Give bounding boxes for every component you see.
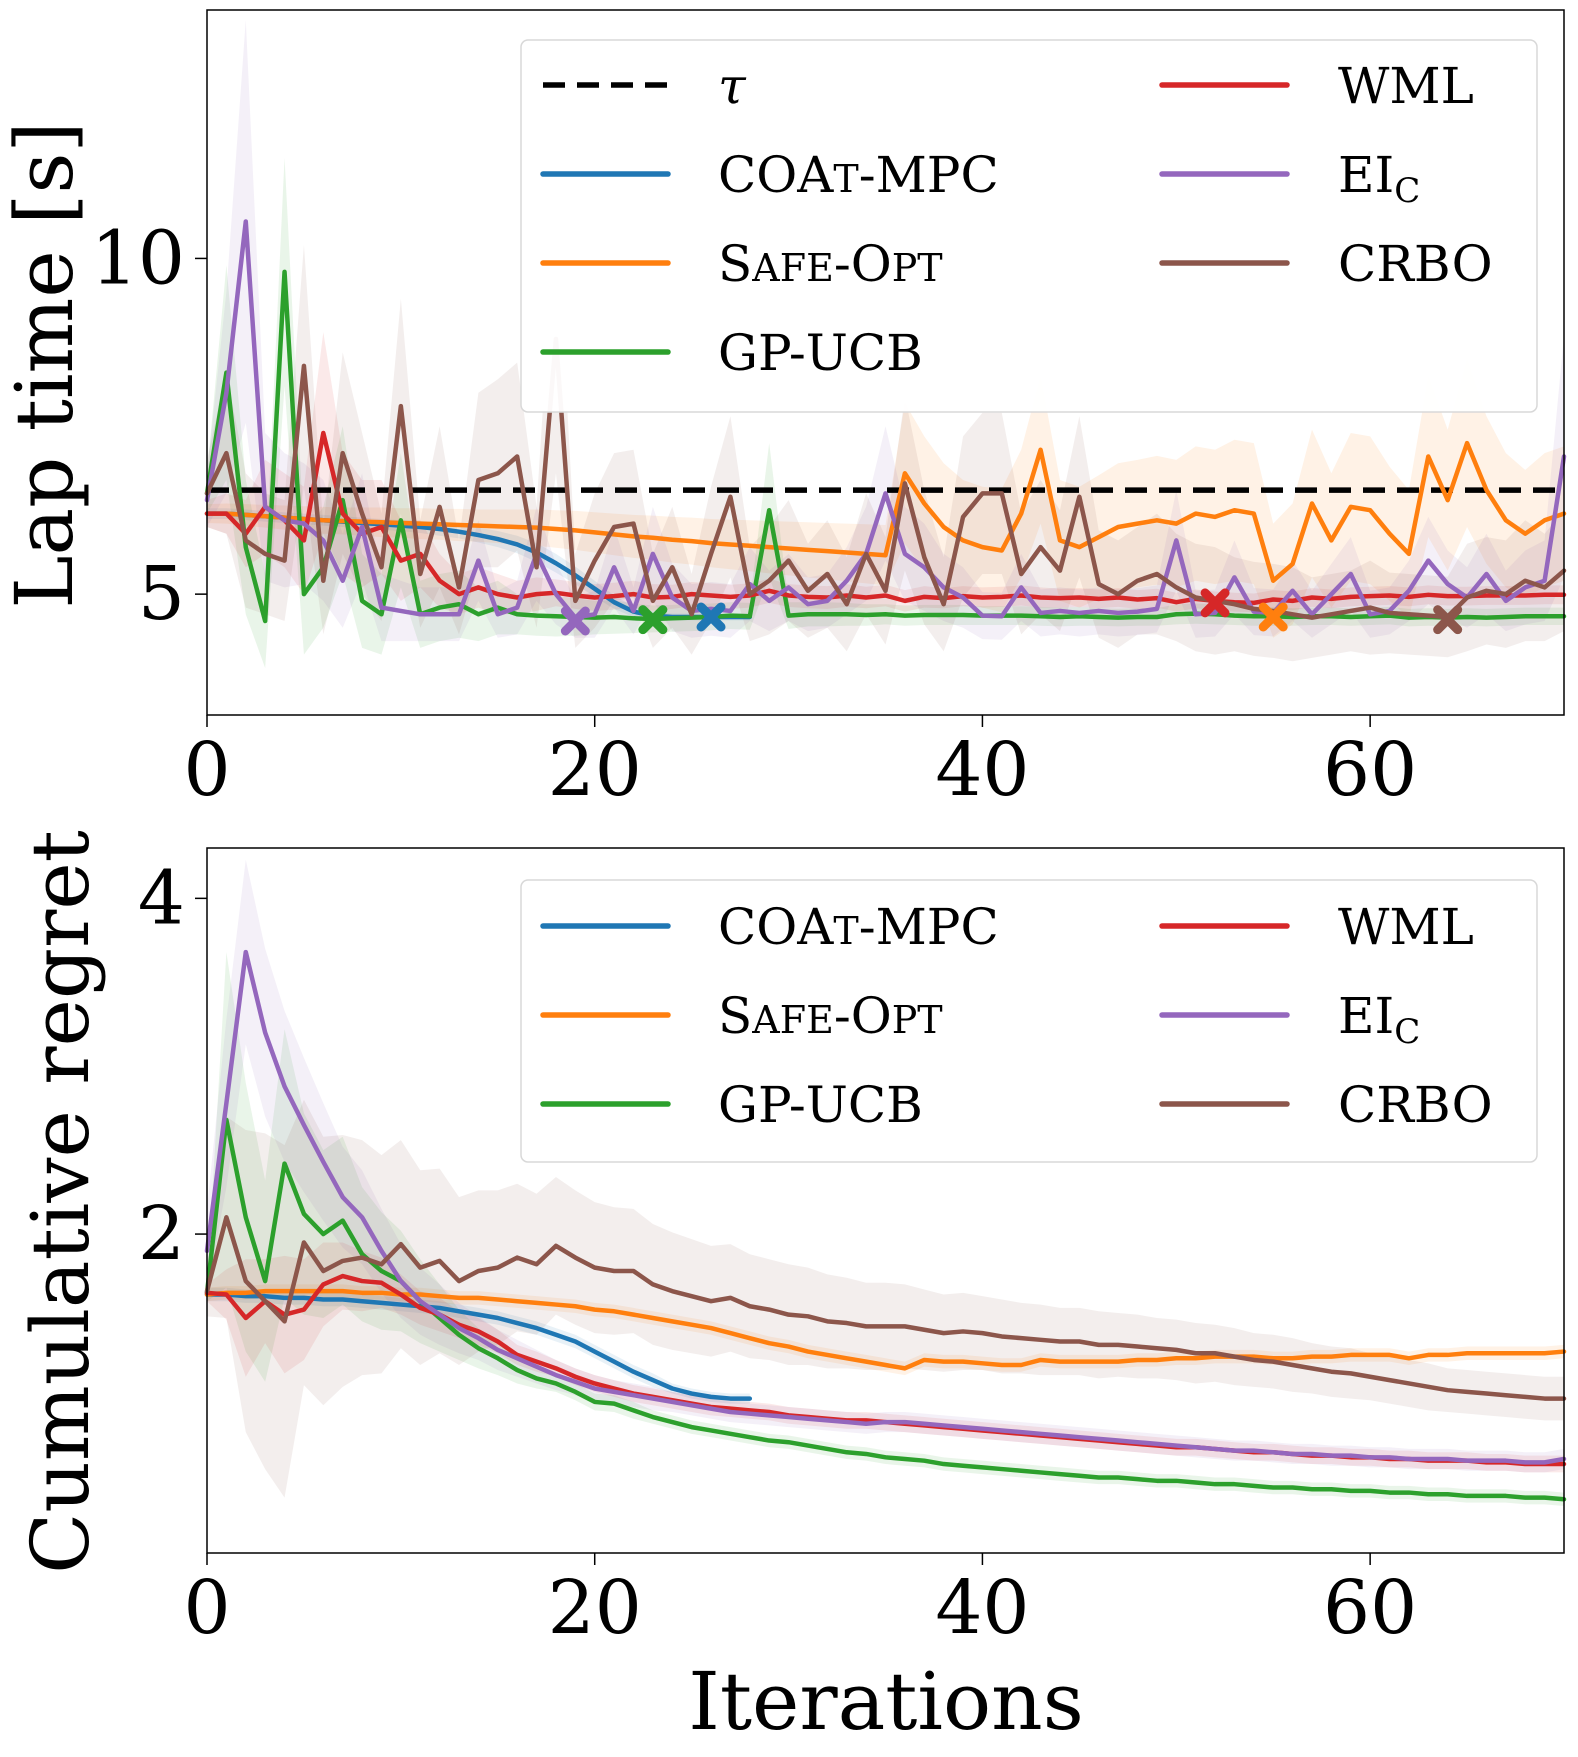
cumulative-regret-band-wml (207, 1242, 1564, 1473)
cumulative-regret-legend-label-eic-part-a: EI (1338, 987, 1394, 1045)
cumulative-regret-legend-label-eic-part-b: C (1394, 1012, 1420, 1052)
lap-time-legend-label-gp-ucb: GP-UCB (718, 324, 923, 382)
lap-time-legend-label-safe-opt-part-d: PT (892, 246, 943, 290)
cumulative-regret-x-tick-label-1: 20 (548, 1565, 642, 1651)
lap-time-y-axis-label: Lap time [s] (0, 121, 91, 608)
lap-time-marker-crbo (1433, 605, 1463, 635)
lap-time-line-gp-ucb (204, 269, 1567, 624)
cumulative-regret-legend-label-coat-mpc: COAT-MPC (718, 898, 999, 956)
lap-time-line-eic (204, 219, 1567, 620)
cumulative-regret-legend-label-safe-opt: SAFE-OPT (718, 987, 943, 1045)
cumulative-regret-panel: 0 20 40 60 24 Cumulative regret Iterations … (14, 830, 1567, 1748)
lap-time-legend-label-coat-mpc-part-a: COA (718, 146, 834, 204)
lap-time-band-crbo (207, 204, 1564, 662)
lap-time-legend-label-safe-opt: SAFE-OPT (718, 235, 943, 293)
cumulative-regret-line-safe-opt (204, 1288, 1567, 1371)
cumulative-regret-plot-frame (206, 847, 1565, 1554)
lap-time-marker-safe-opt (1258, 602, 1288, 632)
lap-time-band-safe-opt (207, 359, 1564, 638)
lap-time-legend-label-eic: EIC (1338, 146, 1420, 211)
cumulative-regret-legend-label-safe-opt-part-b: AFE (751, 998, 834, 1042)
lap-time-legend-box (520, 39, 1538, 413)
lap-time-line-wml (204, 430, 1567, 606)
lap-time-marker-wml (1200, 588, 1230, 618)
cumulative-regret-line-eic (204, 949, 1567, 1465)
cumulative-regret-y-axis-label: Cumulative regret (14, 830, 107, 1574)
lap-time-marker-eic-stroke-b (560, 606, 590, 636)
lap-time-marker-eic (560, 606, 590, 636)
lap-time-x-tick-label-3: 60 (1323, 727, 1417, 813)
lap-time-marker-coat-mpc (696, 602, 726, 632)
cumulative-regret-legend-box (520, 879, 1538, 1163)
cumulative-regret-legend-label-safe-opt-part-c: -O (834, 987, 892, 1045)
cumulative-regret-x-tick-label-2: 40 (935, 1565, 1029, 1651)
lap-time-line-crbo (204, 336, 1567, 620)
lap-time-y-tick-label-0: 5 (138, 551, 185, 637)
cumulative-regret-legend-label-gp-ucb: GP-UCB (718, 1076, 923, 1134)
lap-time-legend-label-wml: WML (1338, 57, 1474, 115)
lap-time-marker-coat-mpc-stroke-b (696, 602, 726, 632)
cumulative-regret-y-tick-label-1: 4 (138, 855, 185, 941)
lap-time-legend-label-eic-part-b: C (1394, 171, 1420, 211)
cumulative-regret-x-tick-label-0: 0 (183, 1565, 230, 1651)
lap-time-legend-label-safe-opt-part-c: -O (834, 235, 892, 293)
lap-time-x-tick-label-1: 20 (548, 727, 642, 813)
lap-time-x-tick-label-2: 40 (935, 727, 1029, 813)
lap-time-legend-label-coat-mpc: COAT-MPC (718, 146, 999, 204)
lap-time-marker-safe-opt-stroke-b (1258, 602, 1288, 632)
lap-time-legend-label-coat-mpc-part-b: T (833, 157, 858, 201)
cumulative-regret-line-coat-mpc (204, 1292, 753, 1401)
lap-time-band-wml (207, 332, 1564, 615)
cumulative-regret-legend-label-eic: EIC (1338, 987, 1420, 1052)
cumulative-regret-band-crbo (207, 1099, 1564, 1498)
lap-time-band-coat-mpc (207, 508, 750, 621)
lap-time-marker-gp-ucb-stroke-b (638, 605, 668, 635)
lap-time-legend-label-coat-mpc-part-c: -MPC (859, 146, 999, 204)
cumulative-regret-x-axis-label: Iterations (688, 1655, 1084, 1748)
cumulative-regret-legend-label-safe-opt-part-a: S (718, 987, 752, 1045)
lap-time-plot-frame (206, 9, 1565, 716)
lap-time-legend-label-safe-opt-part-b: AFE (751, 246, 834, 290)
lap-time-marker-wml-stroke-b (1200, 588, 1230, 618)
lap-time-y-tick-label-1: 10 (91, 215, 185, 301)
lap-time-x-tick-label-0: 0 (183, 727, 230, 813)
cumulative-regret-x-tick-label-3: 60 (1323, 1565, 1417, 1651)
lap-time-panel: 0 20 40 60 5 10 Lap time [s] τ COAT-MPC SAFE-O… (0, 9, 1567, 813)
lap-time-marker-gp-ucb (638, 605, 668, 635)
cumulative-regret-legend-label-coat-mpc-part-a: COA (718, 898, 834, 956)
cumulative-regret-legend-label-wml: WML (1338, 898, 1474, 956)
cumulative-regret-legend-label-coat-mpc-part-b: T (833, 909, 858, 953)
cumulative-regret-legend-label-crbo: CRBO (1338, 1076, 1493, 1134)
cumulative-regret-band-safe-opt (207, 1284, 1564, 1376)
lap-time-legend-label-eic-part-a: EI (1338, 146, 1394, 204)
lap-time-marker-crbo-stroke-b (1433, 605, 1463, 635)
cumulative-regret-y-tick-label-0: 2 (138, 1191, 185, 1277)
cumulative-regret-legend-label-safe-opt-part-d: PT (892, 998, 943, 1042)
lap-time-legend-label-safe-opt-part-a: S (718, 235, 752, 293)
cumulative-regret-line-crbo (204, 1215, 1567, 1401)
lap-time-legend-label-crbo: CRBO (1338, 235, 1493, 293)
cumulative-regret-legend-label-coat-mpc-part-c: -MPC (859, 898, 999, 956)
lap-time-legend-label-: τ (718, 57, 747, 115)
